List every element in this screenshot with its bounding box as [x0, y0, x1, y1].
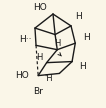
Text: 'H: 'H [44, 74, 53, 83]
Text: H: H [80, 62, 86, 71]
Text: H··: H·· [19, 35, 32, 44]
Text: H: H [54, 39, 60, 48]
Text: H: H [36, 53, 42, 62]
Text: H: H [83, 33, 89, 42]
Text: Br: Br [33, 87, 43, 96]
Text: HO: HO [15, 71, 29, 80]
Text: HO: HO [33, 3, 47, 12]
Text: H: H [75, 12, 82, 21]
